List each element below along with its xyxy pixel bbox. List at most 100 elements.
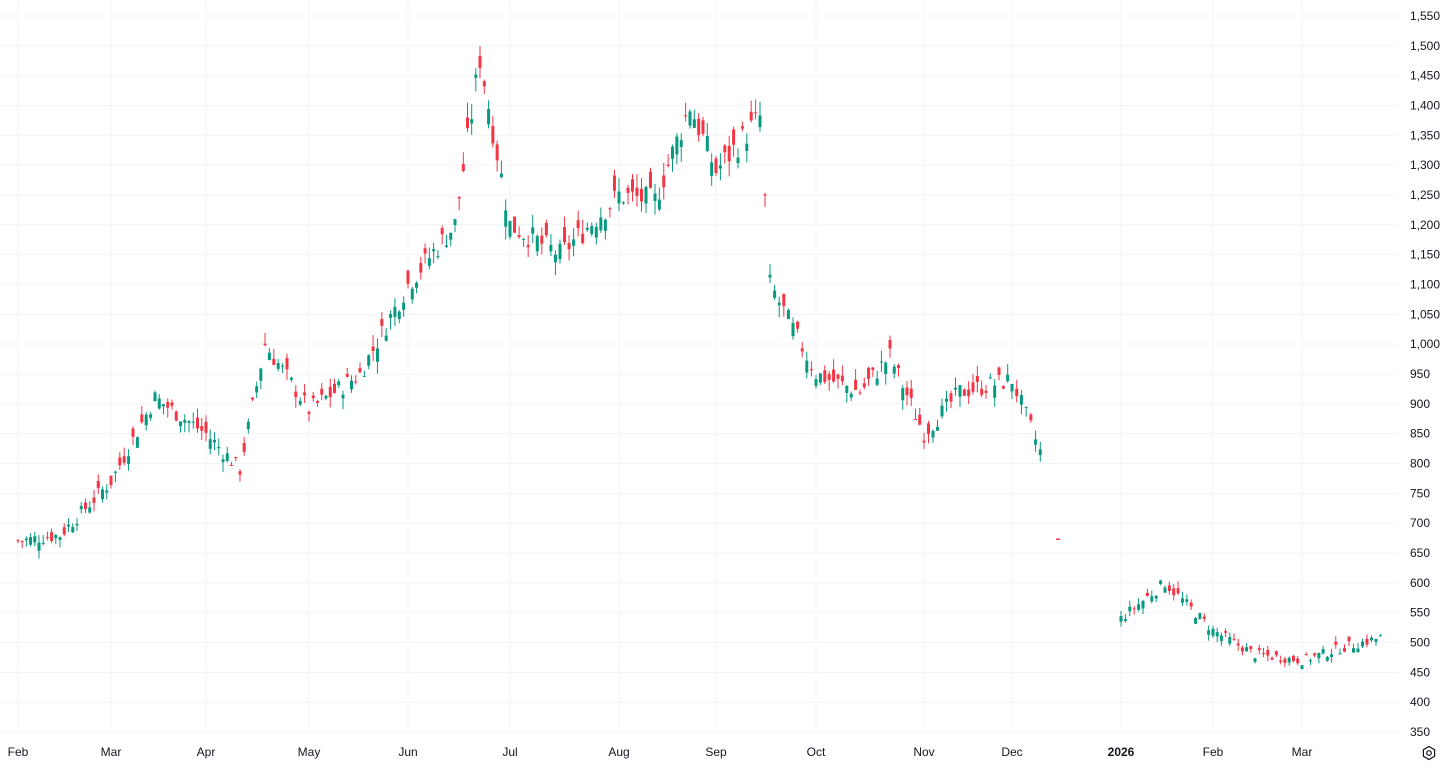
candle-body xyxy=(1215,632,1219,637)
candle xyxy=(786,308,790,320)
candle-body xyxy=(1283,658,1287,663)
candle xyxy=(1262,647,1266,658)
candle-body xyxy=(1317,652,1321,659)
candle xyxy=(499,160,503,179)
candle-body xyxy=(324,395,328,399)
candle xyxy=(954,377,957,396)
candle-body xyxy=(54,535,58,539)
candle-body xyxy=(1249,645,1253,650)
y-tick-label: 900 xyxy=(1410,397,1430,411)
candle xyxy=(871,367,875,377)
candle-body xyxy=(827,374,831,380)
candle xyxy=(594,222,598,245)
candle xyxy=(1180,591,1184,606)
candle-body xyxy=(423,248,427,254)
candle-body xyxy=(1313,653,1317,656)
candle xyxy=(221,454,225,472)
candle xyxy=(474,68,478,92)
candle xyxy=(354,375,358,385)
candle-body xyxy=(879,361,883,363)
candle-body xyxy=(1361,641,1364,647)
candle-body xyxy=(657,199,661,210)
candle-body xyxy=(635,187,639,196)
candle-body xyxy=(1287,657,1291,663)
x-tick-label: Jul xyxy=(502,745,517,759)
candle xyxy=(1300,665,1304,670)
candle-body xyxy=(67,524,70,527)
candle-body xyxy=(402,302,406,310)
candle xyxy=(581,219,585,245)
candle-body xyxy=(714,158,718,174)
candle xyxy=(402,296,406,317)
candle-body xyxy=(1119,616,1123,622)
candle-body xyxy=(1291,655,1295,662)
candle xyxy=(350,375,353,393)
candle xyxy=(362,370,366,377)
candle xyxy=(423,243,427,264)
candle xyxy=(37,535,41,559)
candle-body xyxy=(375,348,379,362)
y-tick-label: 1,450 xyxy=(1410,69,1440,83)
x-tick-label: Mar xyxy=(1292,745,1313,759)
candle-body xyxy=(832,369,836,382)
candle xyxy=(862,377,866,390)
candle-body xyxy=(1300,665,1304,670)
candle xyxy=(888,335,892,358)
candle-body xyxy=(918,414,922,425)
candle xyxy=(635,174,639,207)
candle xyxy=(41,535,45,546)
candle-body xyxy=(936,426,939,431)
candle-body xyxy=(553,254,557,263)
candle xyxy=(1228,632,1232,647)
candle xyxy=(45,531,49,541)
candle xyxy=(740,121,744,132)
candle-body xyxy=(427,258,431,266)
candle xyxy=(1232,633,1236,641)
candle xyxy=(1219,632,1223,646)
candle xyxy=(397,310,401,324)
candle xyxy=(1370,635,1373,643)
candle-body xyxy=(1365,638,1369,645)
candle-body xyxy=(897,365,900,368)
y-tick-label: 1,150 xyxy=(1410,248,1440,262)
candle xyxy=(617,177,621,212)
candle-body xyxy=(962,389,966,396)
candle-body xyxy=(513,216,517,233)
y-tick-label: 950 xyxy=(1410,367,1430,381)
candle xyxy=(1010,383,1014,400)
candle xyxy=(1352,643,1355,653)
candle-body xyxy=(718,165,722,169)
candle-body xyxy=(705,136,709,151)
candle-body xyxy=(320,388,324,395)
candle-body xyxy=(20,541,24,543)
x-tick-label: Feb xyxy=(1203,745,1224,759)
candles xyxy=(16,46,1382,670)
candle xyxy=(109,475,113,489)
candle-body xyxy=(263,343,267,346)
settings-gear-icon[interactable] xyxy=(1418,742,1440,764)
candle xyxy=(444,234,448,248)
candle xyxy=(135,436,139,448)
candle-body xyxy=(892,366,896,374)
candle xyxy=(777,296,781,318)
candle-body xyxy=(166,401,170,408)
candle xyxy=(238,469,242,482)
candle xyxy=(1253,657,1257,664)
candle-body xyxy=(170,402,174,406)
candle xyxy=(1266,645,1270,662)
candle xyxy=(29,533,33,547)
y-tick-label: 450 xyxy=(1410,665,1430,679)
candle xyxy=(478,46,482,79)
candle-body xyxy=(281,365,285,367)
x-tick-label: Oct xyxy=(807,745,826,759)
candle-body xyxy=(549,245,553,252)
candle-body xyxy=(153,392,157,402)
candle xyxy=(367,354,371,370)
candle xyxy=(914,408,917,420)
candle-body xyxy=(871,367,875,371)
candle-body xyxy=(196,417,199,429)
candle-body xyxy=(805,360,809,373)
candle xyxy=(101,486,104,503)
